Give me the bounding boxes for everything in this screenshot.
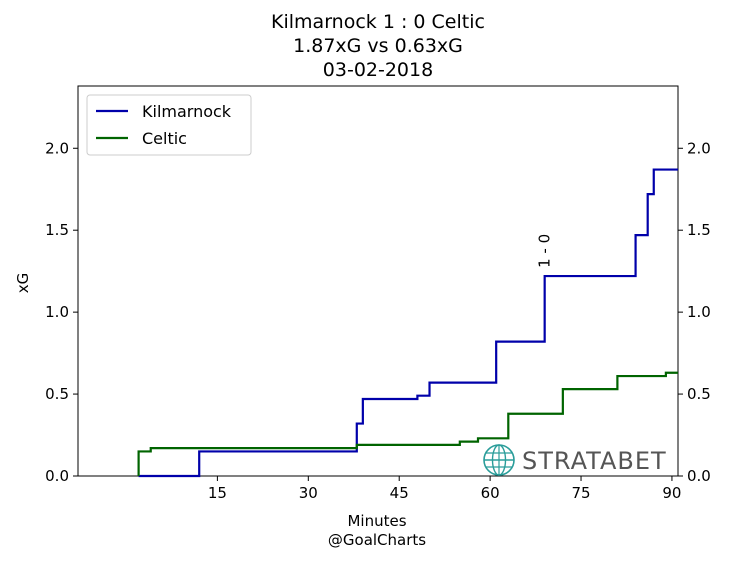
- y-tick-label-left: 2.0: [45, 139, 69, 157]
- globe-icon: [483, 444, 515, 476]
- y-tick-label-left: 0.5: [45, 385, 69, 403]
- x-tick-label: 60: [481, 484, 500, 502]
- x-tick-label: 90: [662, 484, 681, 502]
- x-tick-label: 45: [390, 484, 409, 502]
- y-tick-label-left: 1.0: [45, 303, 69, 321]
- watermark-label: STRATABET: [522, 447, 667, 475]
- chart-title-line-2: 1.87xG vs 0.63xG: [293, 35, 463, 57]
- y-tick-label-left: 1.5: [45, 221, 69, 239]
- y-tick-label-right: 0.5: [687, 385, 711, 403]
- y-axis-title: xG: [14, 273, 32, 294]
- y-axis-left-ticks: 0.0 0.5 1.0 1.5 2.0: [45, 139, 78, 485]
- legend: Kilmarnock Celtic: [86, 94, 252, 156]
- legend-label-kilmarnock: Kilmarnock: [142, 102, 232, 121]
- legend-label-celtic: Celtic: [142, 129, 187, 148]
- x-axis-subtitle: @GoalCharts: [328, 531, 426, 549]
- stratabet-watermark: STRATABET: [483, 444, 667, 476]
- x-axis-title: Minutes: [347, 512, 406, 530]
- series-line-celtic: [137, 371, 678, 476]
- x-tick-label: 30: [299, 484, 318, 502]
- score-annotation: 1 - 0: [536, 234, 554, 268]
- series-line-kilmarnock: [138, 168, 678, 478]
- y-tick-label-right: 2.0: [687, 139, 711, 157]
- chart-title-line-1: Kilmarnock 1 : 0 Celtic: [271, 11, 485, 33]
- series-layer: [137, 168, 678, 478]
- x-axis-ticks: 15 30 45 60 75 90: [208, 476, 681, 502]
- y-tick-label-left: 0.0: [45, 467, 69, 485]
- x-tick-label: 75: [571, 484, 590, 502]
- y-tick-label-right: 1.5: [687, 221, 711, 239]
- y-tick-label-right: 1.0: [687, 303, 711, 321]
- x-tick-label: 15: [208, 484, 227, 502]
- y-tick-label-right: 0.0: [687, 467, 711, 485]
- chart-title-line-3: 03-02-2018: [323, 59, 433, 81]
- y-axis-right-ticks: 0.0 0.5 1.0 1.5 2.0: [678, 139, 711, 485]
